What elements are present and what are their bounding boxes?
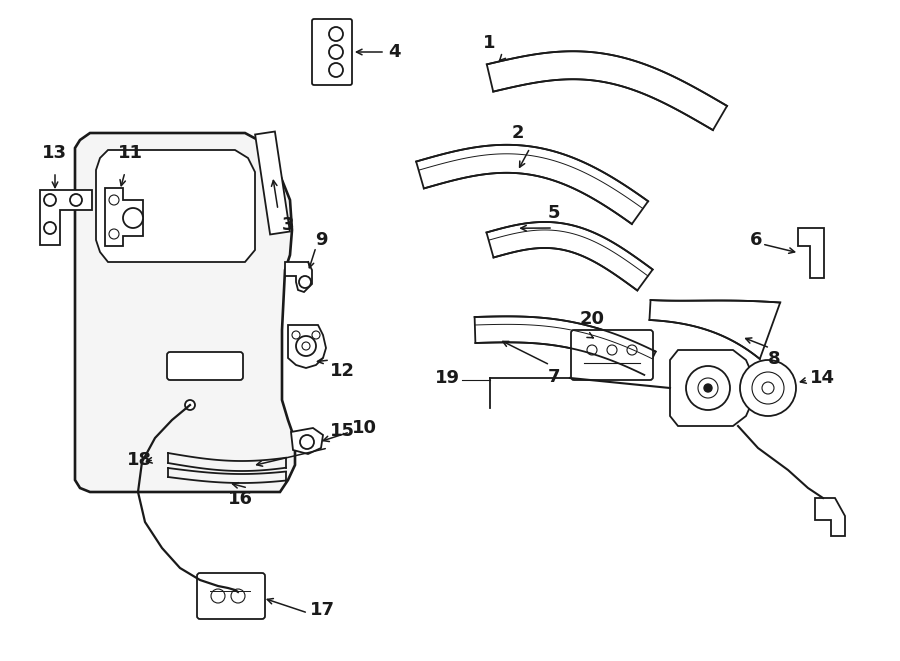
Polygon shape — [255, 132, 290, 235]
Text: 15: 15 — [330, 422, 355, 440]
Text: 11: 11 — [118, 144, 143, 162]
Text: 8: 8 — [768, 350, 780, 368]
Text: 9: 9 — [315, 231, 328, 249]
Polygon shape — [291, 428, 323, 454]
Circle shape — [704, 384, 712, 392]
Polygon shape — [815, 498, 845, 536]
Polygon shape — [105, 188, 143, 246]
Circle shape — [607, 345, 617, 355]
Text: 5: 5 — [548, 204, 561, 222]
Circle shape — [70, 194, 82, 206]
Circle shape — [296, 336, 316, 356]
Polygon shape — [285, 262, 312, 292]
Circle shape — [299, 276, 311, 288]
Circle shape — [109, 195, 119, 205]
Text: 1: 1 — [482, 34, 495, 52]
Circle shape — [698, 378, 718, 398]
Polygon shape — [798, 228, 824, 278]
Text: 20: 20 — [580, 310, 605, 328]
Circle shape — [292, 331, 300, 339]
Circle shape — [302, 342, 310, 350]
Circle shape — [329, 45, 343, 59]
FancyBboxPatch shape — [197, 573, 265, 619]
Circle shape — [686, 366, 730, 410]
Polygon shape — [650, 300, 780, 359]
FancyBboxPatch shape — [571, 330, 653, 380]
Circle shape — [123, 208, 143, 228]
Polygon shape — [288, 325, 326, 368]
Text: 4: 4 — [388, 43, 400, 61]
Polygon shape — [670, 350, 753, 426]
Text: 6: 6 — [750, 231, 762, 249]
Text: 14: 14 — [810, 369, 835, 387]
Text: 2: 2 — [511, 124, 524, 142]
Circle shape — [752, 372, 784, 404]
Circle shape — [312, 331, 320, 339]
Circle shape — [109, 229, 119, 239]
Polygon shape — [474, 317, 656, 375]
Circle shape — [740, 360, 796, 416]
FancyBboxPatch shape — [167, 352, 243, 380]
Polygon shape — [487, 222, 652, 290]
Text: 10: 10 — [352, 419, 377, 437]
Circle shape — [44, 222, 56, 234]
Polygon shape — [75, 133, 295, 492]
Text: 17: 17 — [310, 601, 335, 619]
Circle shape — [185, 400, 195, 410]
Circle shape — [231, 589, 245, 603]
Text: 16: 16 — [228, 490, 253, 508]
Circle shape — [329, 63, 343, 77]
Circle shape — [44, 194, 56, 206]
FancyBboxPatch shape — [312, 19, 352, 85]
Polygon shape — [416, 145, 648, 224]
Circle shape — [762, 382, 774, 394]
Text: 19: 19 — [435, 369, 460, 387]
Text: 18: 18 — [127, 451, 152, 469]
Circle shape — [587, 345, 597, 355]
Text: 3: 3 — [282, 216, 294, 234]
Circle shape — [300, 435, 314, 449]
Circle shape — [627, 345, 637, 355]
Polygon shape — [487, 52, 727, 130]
Circle shape — [211, 589, 225, 603]
Text: 12: 12 — [330, 362, 355, 380]
Text: 13: 13 — [42, 144, 67, 162]
Polygon shape — [96, 150, 255, 262]
Circle shape — [329, 27, 343, 41]
Polygon shape — [40, 190, 92, 245]
Text: 7: 7 — [548, 368, 561, 386]
